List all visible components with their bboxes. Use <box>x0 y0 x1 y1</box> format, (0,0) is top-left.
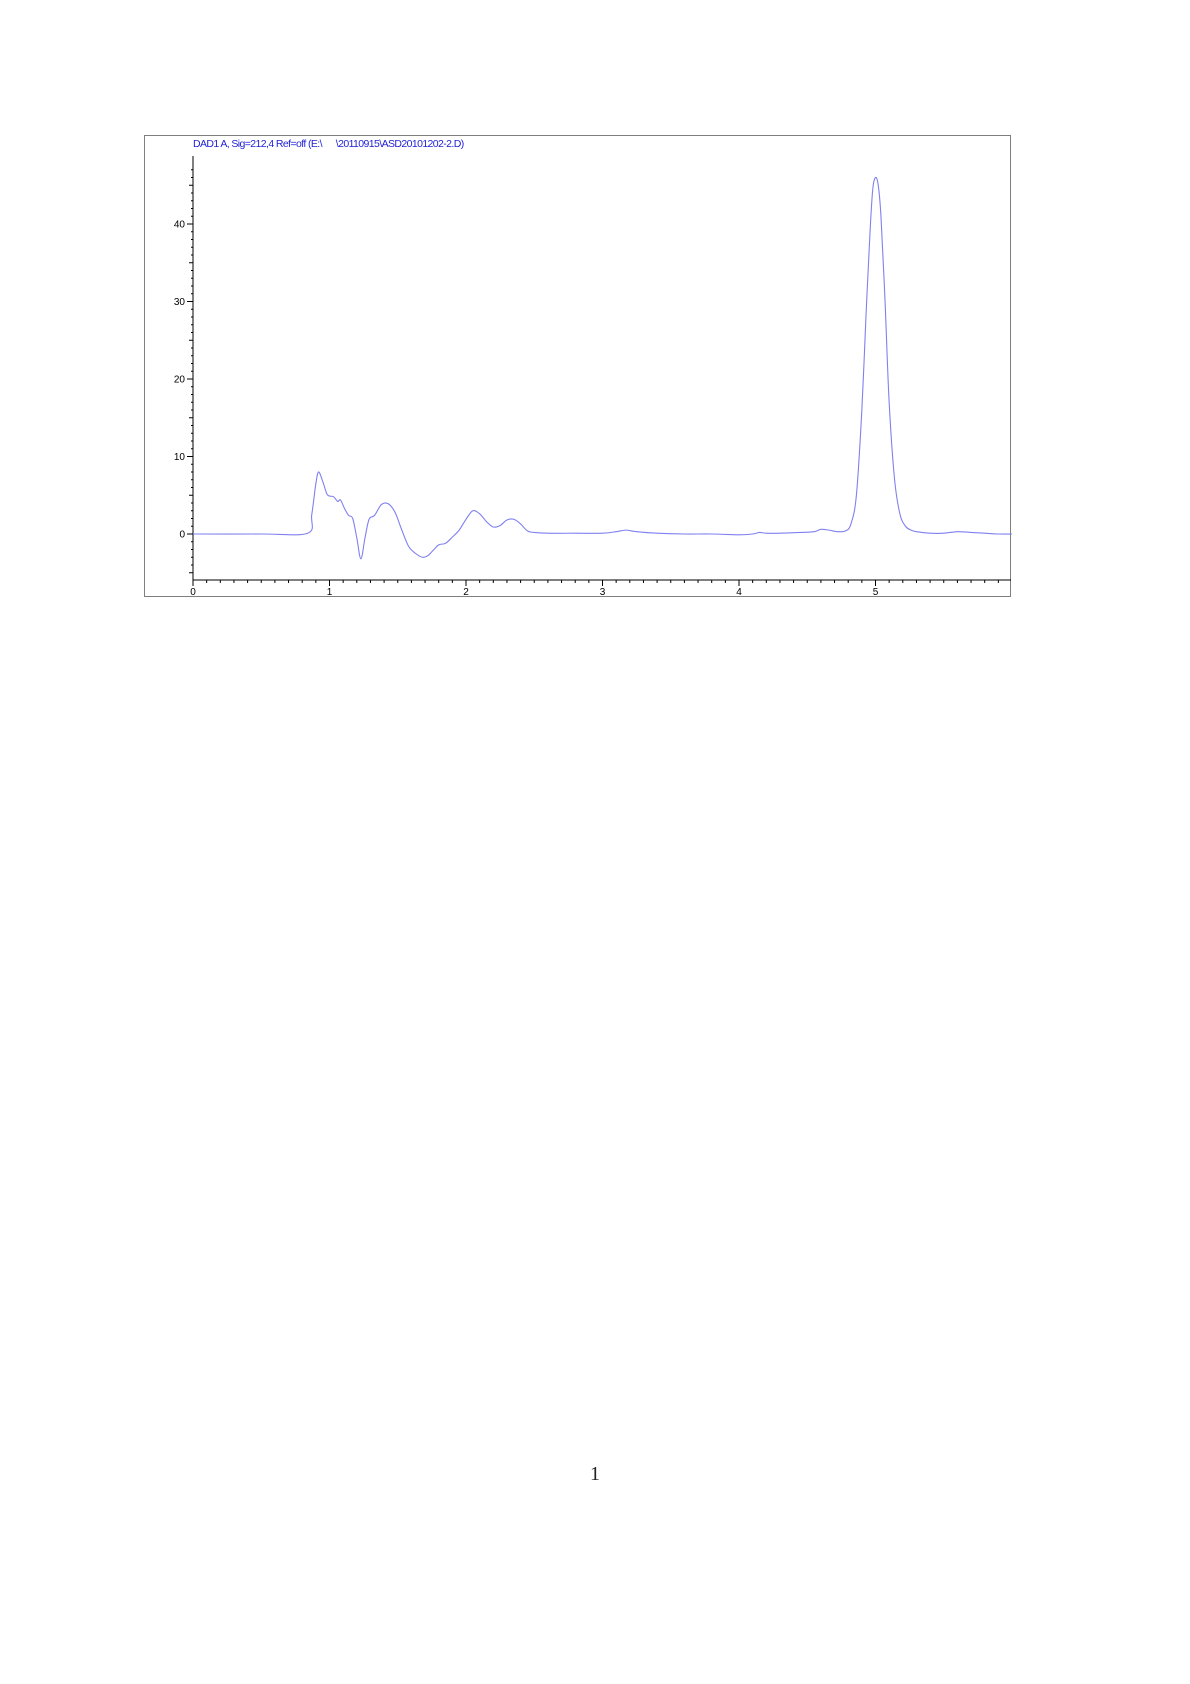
x-axis-ticks <box>192 580 999 586</box>
chart-title: DAD1 A, Sig=212,4 Ref=off (E:\ \20110915… <box>193 138 464 150</box>
page-number: 1 <box>590 1463 600 1485</box>
y-axis-ticks <box>187 169 193 574</box>
y-tick-label: 20 <box>174 375 186 386</box>
x-tick-label: 5 <box>873 587 879 598</box>
chromatogram-chart: 0 1 2 3 4 5 0 10 20 30 40 DAD1 A, Sig=212,4 Ref=o… <box>144 135 1012 598</box>
x-tick-label: 3 <box>600 587 606 598</box>
x-tick-label: 1 <box>327 587 333 598</box>
x-tick-label: 2 <box>463 587 469 598</box>
y-axis-tick-labels: 0 10 20 30 40 <box>174 220 186 541</box>
y-tick-label: 0 <box>179 530 185 541</box>
x-tick-label: 0 <box>190 587 196 598</box>
y-tick-label: 10 <box>174 452 186 463</box>
x-tick-label: 4 <box>736 587 742 598</box>
x-axis-tick-labels: 0 1 2 3 4 5 <box>190 587 879 598</box>
chart-canvas: 0 1 2 3 4 5 0 10 20 30 40 <box>174 156 1012 598</box>
y-tick-label: 40 <box>174 220 186 231</box>
signal-trace-line <box>192 176 1012 560</box>
y-tick-label: 30 <box>174 297 186 308</box>
